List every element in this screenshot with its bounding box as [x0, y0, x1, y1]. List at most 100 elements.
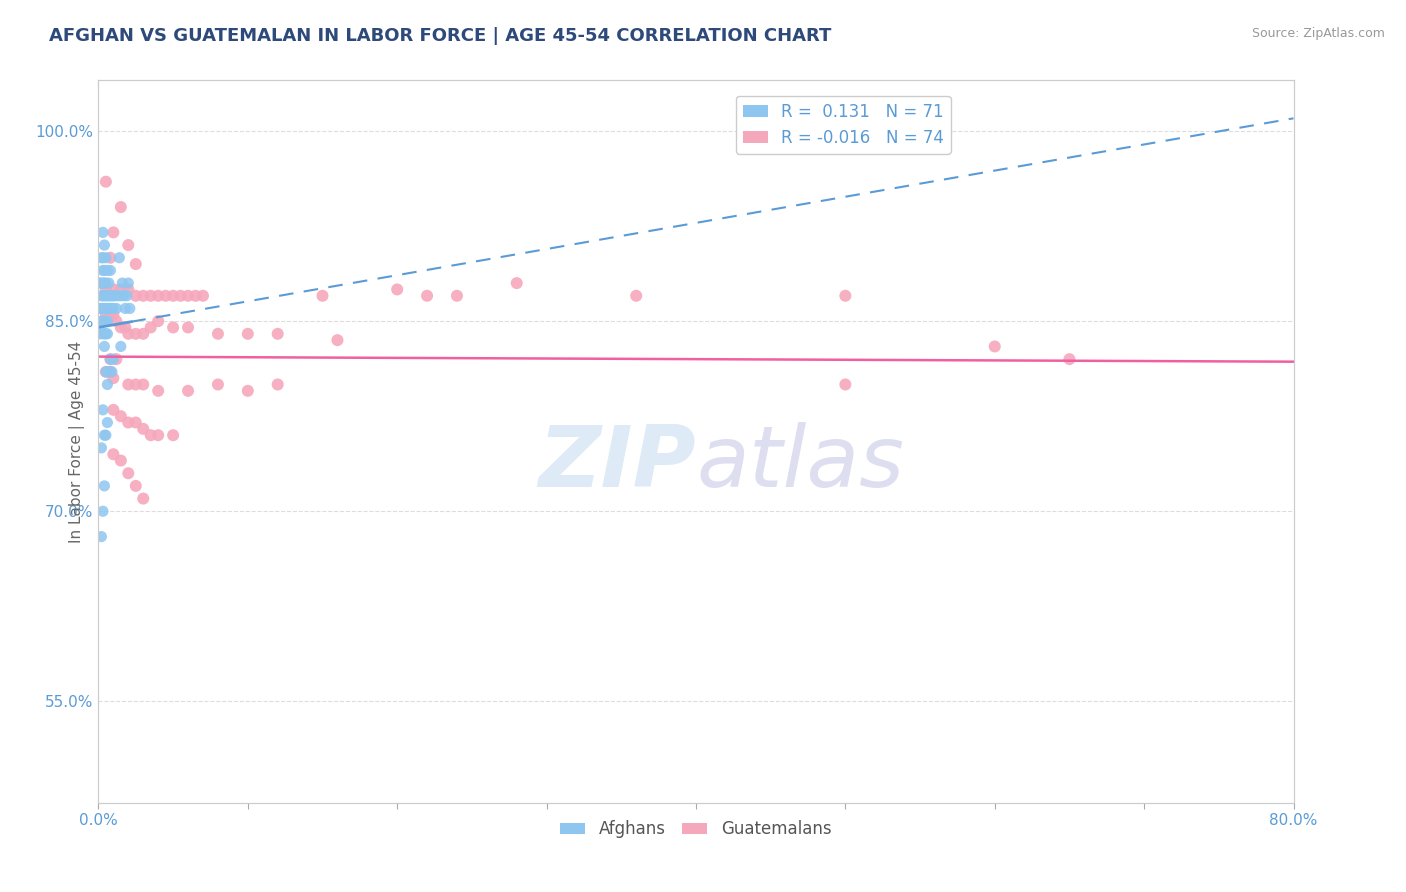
Point [125, 326, 148, 341]
Point [96, 314, 118, 328]
Point [93, 339, 115, 353]
Point [125, 479, 148, 493]
Point [103, 352, 125, 367]
Point [91, 289, 114, 303]
Point [112, 289, 135, 303]
Point [91, 301, 114, 316]
Point [114, 301, 136, 316]
Point [97, 365, 120, 379]
Point [93, 428, 115, 442]
Point [984, 339, 1007, 353]
Point [90, 289, 112, 303]
Point [117, 326, 139, 341]
Point [90, 276, 112, 290]
Point [117, 238, 139, 252]
Point [101, 365, 124, 379]
Point [162, 320, 184, 334]
Point [91, 251, 114, 265]
Point [236, 384, 259, 398]
Point [162, 289, 184, 303]
Point [125, 289, 148, 303]
Point [108, 251, 131, 265]
Point [110, 282, 132, 296]
Point [132, 377, 155, 392]
Point [155, 289, 177, 303]
Point [91, 326, 114, 341]
Point [103, 447, 125, 461]
Point [110, 453, 132, 467]
Point [98, 301, 122, 316]
Point [191, 289, 214, 303]
Point [94, 308, 117, 322]
Point [94, 276, 117, 290]
Point [110, 409, 132, 424]
Point [89, 301, 111, 316]
Point [103, 226, 125, 240]
Point [148, 289, 170, 303]
Point [91, 314, 114, 328]
Point [96, 377, 118, 392]
Point [94, 314, 117, 328]
Point [90, 251, 112, 265]
Point [96, 289, 118, 303]
Point [118, 301, 141, 316]
Point [89, 276, 111, 290]
Point [236, 326, 259, 341]
Point [132, 491, 155, 506]
Point [385, 282, 409, 296]
Point [125, 257, 148, 271]
Point [93, 263, 115, 277]
Point [506, 276, 529, 290]
Point [104, 289, 127, 303]
Point [148, 384, 170, 398]
Text: Source: ZipAtlas.com: Source: ZipAtlas.com [1251, 27, 1385, 40]
Legend: Afghans, Guatemalans: Afghans, Guatemalans [554, 814, 838, 845]
Point [111, 276, 134, 290]
Point [98, 352, 122, 367]
Text: ZIP: ZIP [538, 422, 696, 505]
Point [97, 276, 120, 290]
Point [110, 339, 132, 353]
Point [91, 504, 114, 518]
Point [93, 314, 115, 328]
Point [103, 371, 125, 385]
Point [94, 289, 117, 303]
Point [103, 402, 125, 417]
Point [105, 314, 128, 328]
Point [103, 301, 125, 316]
Point [105, 352, 128, 367]
Point [117, 416, 139, 430]
Point [115, 289, 138, 303]
Point [97, 301, 120, 316]
Text: atlas: atlas [696, 422, 904, 505]
Point [110, 289, 132, 303]
Point [96, 301, 118, 316]
Point [91, 263, 114, 277]
Point [416, 289, 439, 303]
Point [139, 428, 162, 442]
Point [103, 289, 125, 303]
Point [184, 289, 207, 303]
Point [177, 384, 200, 398]
Point [90, 314, 112, 328]
Point [267, 377, 290, 392]
Point [98, 251, 122, 265]
Point [107, 289, 129, 303]
Point [94, 301, 117, 316]
Point [98, 352, 122, 367]
Point [103, 282, 125, 296]
Point [125, 416, 148, 430]
Point [148, 428, 170, 442]
Point [162, 428, 184, 442]
Point [93, 276, 115, 290]
Point [89, 326, 111, 341]
Point [446, 289, 468, 303]
Point [139, 320, 162, 334]
Point [90, 301, 112, 316]
Point [207, 377, 229, 392]
Point [96, 263, 118, 277]
Point [93, 326, 115, 341]
Point [207, 326, 229, 341]
Point [94, 428, 117, 442]
Point [98, 365, 122, 379]
